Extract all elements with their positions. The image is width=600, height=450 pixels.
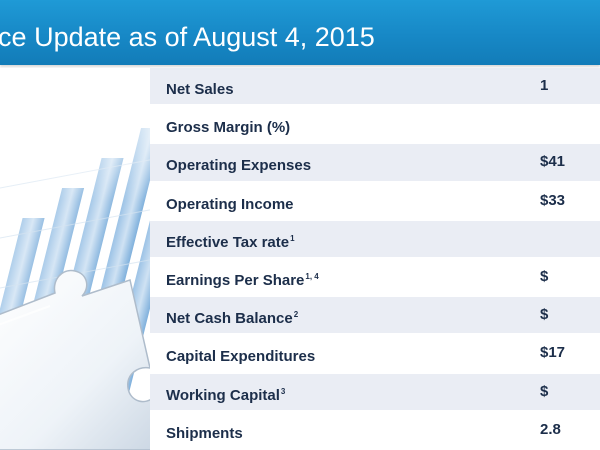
row-label: Operating Income (166, 195, 294, 213)
puzzle-bar-chart-illustration (0, 68, 160, 450)
row-value: $41 (540, 153, 566, 171)
table-row: Operating Income $33 (150, 182, 600, 221)
row-label: Gross Margin (%) (166, 119, 291, 137)
slide-title: dance Update as of August 4, 2015 (0, 22, 375, 52)
table-row: Working Capital3 $ (150, 373, 600, 412)
row-value: $ (540, 306, 549, 324)
row-label: Net Cash Balance (166, 310, 293, 328)
table-row: Net Sales 1 (150, 68, 600, 107)
row-value: $ (540, 267, 549, 285)
row-label: Earnings Per Share (166, 271, 305, 289)
row-value: $17 (540, 344, 566, 362)
row-label: Net Sales (166, 81, 234, 98)
footnote-ref: 1 (290, 233, 295, 243)
footnote-ref: 3 (280, 386, 286, 396)
row-label: Operating Expenses (166, 157, 312, 175)
table-row: Earnings Per Share1, 4 $ (150, 258, 600, 298)
title-bar: dance Update as of August 4, 2015 (0, 0, 600, 65)
table-row: Operating Expenses $41 (150, 144, 600, 183)
row-label: Effective Tax rate (166, 233, 290, 251)
table-row: Shipments 2.8 (150, 411, 600, 450)
table-row: Gross Margin (%) (150, 106, 600, 145)
table-row: Net Cash Balance2 $ (150, 297, 600, 336)
table-row: Effective Tax rate1 (150, 220, 600, 259)
row-label: Shipments (166, 424, 243, 442)
row-label: Working Capital (166, 386, 280, 404)
row-value: 2.8 (540, 420, 561, 438)
row-label: Capital Expenditures (166, 348, 316, 366)
guidance-table: Net Sales 1 Gross Margin (%) Operating E… (150, 68, 600, 450)
footnote-ref: 1, 4 (305, 271, 319, 281)
table-row: Capital Expenditures $17 (150, 335, 600, 374)
footnote-ref: 2 (293, 310, 299, 320)
row-value: $33 (540, 191, 566, 209)
row-value: $ (540, 382, 549, 400)
row-value: 1 (540, 77, 549, 94)
